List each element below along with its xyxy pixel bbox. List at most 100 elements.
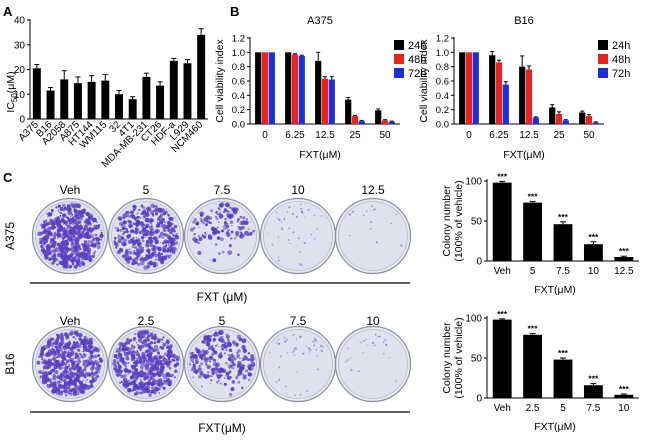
b16-colony-dot: [125, 371, 127, 374]
a375-colony-dot: [304, 216, 306, 218]
b16-colony-dot: [209, 355, 213, 359]
b16-colony-dot: [147, 379, 151, 383]
a375-colony-dot: [225, 203, 230, 208]
b16-colony-dot: [146, 353, 152, 359]
b16-viability-y-tick-label: 0.6: [436, 77, 449, 88]
a375-colony-dot: [138, 245, 143, 250]
b16-colony-dot: [147, 356, 151, 360]
a375-colony-dot: [122, 220, 127, 225]
b16-colony-dot: [388, 356, 390, 358]
a375-colony-dot: [174, 234, 178, 238]
a375-colony-dot: [199, 211, 205, 216]
a375-colony-dot: [49, 241, 52, 244]
b16-colony-dot: [53, 373, 55, 375]
a375-colony-dot: [281, 221, 283, 224]
b16-colony-dot: [71, 375, 75, 379]
b16-colony-dot: [128, 388, 132, 392]
b16-colony-dot: [40, 375, 42, 378]
b16-colony-dot: [220, 374, 223, 377]
b16-colony-dot: [52, 375, 57, 381]
b16-colony-dot: [294, 394, 296, 397]
b16-colony-dot: [216, 374, 221, 379]
b16-colony-dot: [242, 364, 246, 367]
b16-colony-dot: [60, 332, 64, 336]
b16-colony-dot: [145, 375, 149, 379]
a375-colony-dot: [199, 212, 202, 215]
b16-colony-dot: [227, 376, 231, 380]
b16-colony-dot: [117, 364, 122, 370]
a375-colony-dot: [299, 251, 301, 254]
b16-colony-dot: [212, 339, 216, 342]
ic50-bar: [156, 85, 165, 119]
b16-colony-dot: [118, 368, 121, 371]
a375-colony-dot: [202, 221, 206, 225]
b16-colony-dot: [135, 376, 138, 379]
b16-colony-dot: [243, 355, 248, 361]
a375-colony-dot: [69, 248, 72, 250]
a375-colony-dot: [67, 254, 71, 258]
b16-colony-dot: [166, 339, 170, 343]
a375-colony-dot: [152, 261, 157, 266]
a375-colony-dot: [74, 221, 77, 224]
b16-colony-dot: [228, 341, 231, 345]
a375-colony-x-tick-label: Veh: [494, 266, 511, 277]
b16-colony-dot: [88, 359, 92, 363]
a375-colony-dot: [216, 230, 219, 233]
a375-plate-well: [263, 201, 333, 271]
a375-colony-dot: [138, 231, 142, 235]
a375-colony-dot: [146, 219, 150, 223]
b16-colony-dot: [285, 338, 288, 341]
b16-colony-dot: [207, 338, 212, 343]
a375-colony-dot: [146, 242, 148, 244]
b16-colony-dot: [139, 349, 142, 352]
b16-colony-dot: [162, 344, 166, 348]
b16-colony-dot: [69, 389, 73, 393]
b16-plate-label: 2.5: [138, 314, 155, 328]
a375-colony-dot: [58, 242, 61, 246]
b16-colony-dot: [76, 386, 81, 391]
b16-colony-dot: [237, 360, 240, 364]
b16-colony-dot: [305, 345, 308, 348]
b16-colony-dot: [158, 392, 161, 394]
a375-colony-dot: [136, 222, 141, 226]
b16-colony-dot: [88, 372, 92, 376]
b16-viability-bar-24h: [519, 66, 526, 124]
a375-colony-dot: [53, 231, 57, 235]
a375-colony-dot: [271, 243, 274, 246]
a375-colony-y-tick-label: 50: [471, 217, 483, 228]
a375-colony-dot: [150, 232, 155, 237]
a375-colony-dot: [162, 237, 164, 239]
a375-colony-dot: [97, 224, 101, 227]
b16-viability-title: B16: [514, 15, 534, 27]
a375-colony-dot: [132, 204, 136, 209]
a375-viability-bar-24h: [255, 52, 262, 125]
a375-colony-dot: [218, 213, 224, 219]
b16-colony-dot: [132, 361, 136, 365]
a375-colony-dot: [126, 237, 130, 240]
b16-viability-bar-48h: [465, 52, 473, 125]
b16-colony-dot: [192, 376, 195, 379]
a375-colony-dot: [239, 215, 243, 219]
b16-colony-dot: [41, 361, 44, 364]
a375-colony-dot: [128, 250, 133, 255]
b16-colony-dot: [44, 370, 48, 374]
b16-colony-dot: [153, 391, 157, 395]
b16-colony-dot: [121, 360, 126, 365]
b16-colony-dot: [161, 341, 163, 344]
b16-viability-y-tick-label: 0.4: [436, 91, 449, 102]
b16-colony-dot: [70, 352, 74, 357]
a375-colony-dot: [214, 243, 218, 246]
a375-colony-dot: [59, 255, 62, 258]
a375-colony-dot: [64, 244, 68, 249]
a375-colony-dot: [289, 242, 291, 244]
b16-colony-dot: [316, 341, 318, 343]
a375-colony-dot: [160, 252, 164, 256]
b16-colony-dot: [86, 337, 89, 341]
a375-colony-significance: ***: [497, 171, 508, 181]
b16-colony-dot: [151, 389, 154, 393]
b16-viability-y-tick-label: 1.0: [436, 48, 449, 59]
b16-colony-dot: [143, 372, 146, 376]
a375-colony-significance: ***: [558, 212, 569, 222]
b16-colony-dot: [209, 374, 212, 377]
b16-colony-dot: [74, 381, 77, 384]
